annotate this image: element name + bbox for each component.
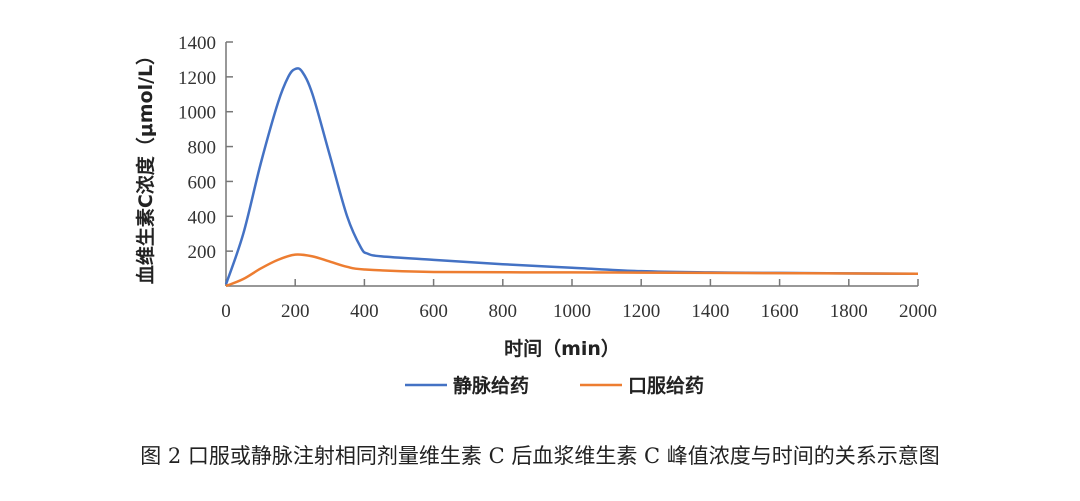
y-tick-label: 400 [188,207,217,228]
legend-label: 静脉给药 [453,374,529,397]
x-tick-label: 1200 [622,301,660,322]
legend-label: 口服给药 [628,374,704,397]
y-tick-label: 600 [188,172,217,193]
x-tick-label: 1600 [761,301,799,322]
x-tick-label: 1000 [553,301,591,322]
series-line [224,67,919,285]
y-tick-label: 1000 [178,103,216,124]
y-tick-label: 1200 [178,68,216,89]
x-tick-label: 1400 [691,301,729,322]
chart: 0 200 400 600 800 1000 1200 1400 1600 1800 2000 200… [134,33,937,397]
y-tick-label: 800 [188,138,217,159]
figure-caption: 图 2 口服或静脉注射相同剂量维生素 C 后血浆维生素 C 峰值浓度与时间的关系… [140,444,940,468]
x-tick-label: 200 [281,301,310,322]
series-line [225,253,919,288]
y-tick-label: 200 [188,242,217,263]
x-tick-label: 2000 [899,301,937,322]
y-tick-label: 1400 [178,33,216,54]
y-axis-label: 血维生素C浓度（μmol/L） [134,46,157,284]
x-tick-label: 400 [350,301,379,322]
x-tick-label: 600 [419,301,448,322]
x-tick-label: 800 [489,301,518,322]
x-tick-label: 0 [221,301,231,322]
x-axis-label: 时间（min） [504,337,620,360]
x-tick-label: 1800 [830,301,868,322]
